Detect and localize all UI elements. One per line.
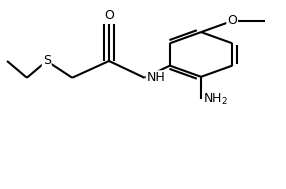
Text: NH: NH: [147, 71, 165, 84]
Text: S: S: [43, 54, 51, 67]
Text: O: O: [227, 14, 237, 27]
Text: O: O: [104, 9, 114, 22]
Text: NH$_2$: NH$_2$: [203, 92, 228, 107]
